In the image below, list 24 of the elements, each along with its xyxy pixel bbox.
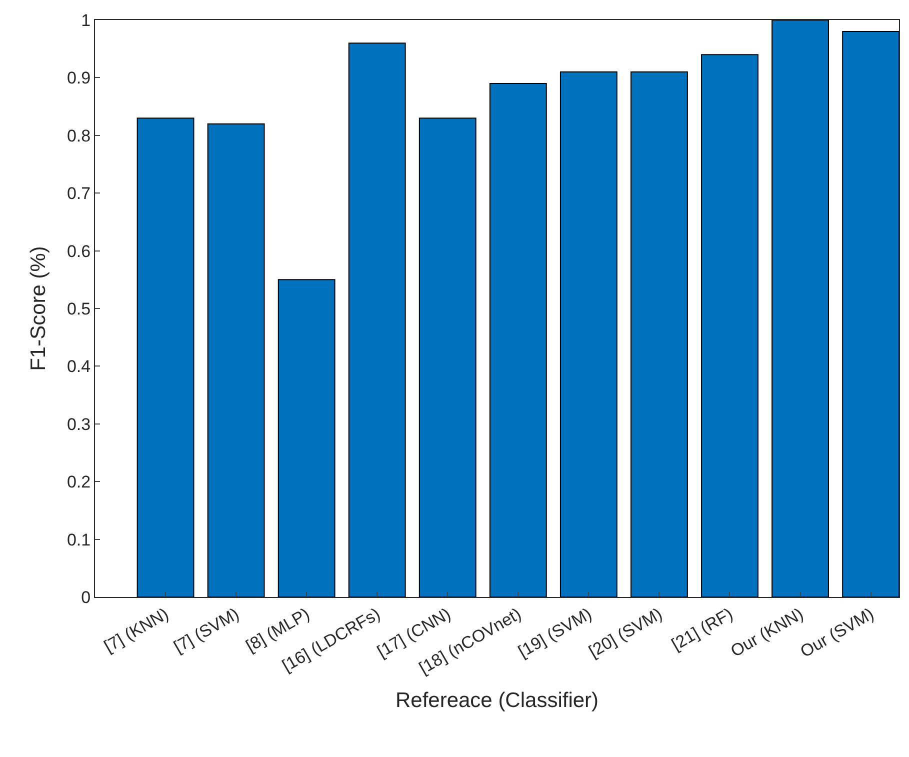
bar — [842, 31, 899, 597]
y-tick-label: 0.3 — [66, 414, 91, 434]
bar — [772, 20, 829, 597]
y-tick-label: 0 — [81, 588, 91, 607]
y-tick-label: 0.5 — [66, 299, 91, 318]
y-axis-title: F1-Score (%) — [27, 246, 50, 371]
bar — [630, 71, 688, 597]
bar — [489, 82, 547, 597]
bar — [136, 118, 194, 597]
bar — [348, 42, 406, 597]
y-tick-label: 0.8 — [66, 126, 91, 146]
y-tick-label: 0.4 — [66, 357, 91, 376]
bar — [278, 279, 336, 597]
y-tick-label: 0.9 — [66, 68, 91, 88]
y-tick-label: 0.2 — [66, 472, 91, 492]
y-tick-label: 0.6 — [66, 242, 91, 261]
bar — [207, 123, 265, 597]
bar — [418, 118, 476, 597]
bar — [701, 54, 758, 597]
bar — [560, 71, 618, 597]
x-axis-title: Refereace (Classifier) — [395, 689, 599, 712]
y-tick-label: 0.7 — [66, 184, 91, 204]
y-tick-label: 1 — [81, 10, 91, 30]
y-tick-label: 0.1 — [66, 530, 91, 550]
